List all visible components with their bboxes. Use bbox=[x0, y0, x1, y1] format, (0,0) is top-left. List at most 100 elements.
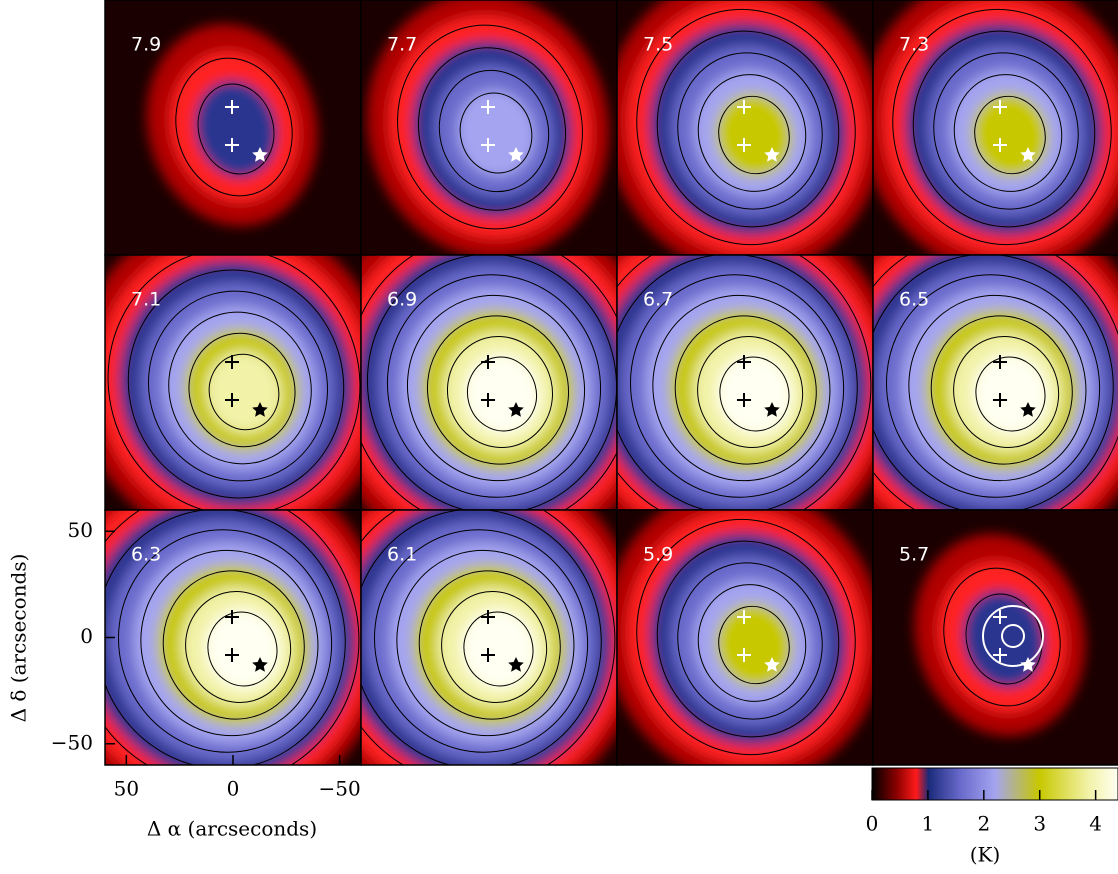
contour bbox=[892, 8, 1112, 246]
contour bbox=[185, 590, 292, 704]
emission bbox=[873, 255, 1118, 510]
y-tick-label: −50 bbox=[51, 730, 93, 754]
contour bbox=[446, 335, 554, 449]
panel: 6.3 bbox=[104, 509, 362, 766]
contour bbox=[107, 255, 361, 510]
cross-marker bbox=[481, 355, 495, 369]
star-marker bbox=[252, 402, 268, 417]
contour bbox=[677, 52, 823, 210]
star-marker bbox=[764, 147, 780, 162]
panel-image bbox=[873, 510, 1118, 765]
contour bbox=[162, 570, 305, 720]
cross-marker bbox=[737, 100, 751, 114]
cross-marker bbox=[481, 100, 495, 114]
level bbox=[464, 353, 540, 435]
cross-marker bbox=[737, 138, 751, 152]
x-tick-label: 50 bbox=[114, 777, 139, 801]
panel: 5.7 bbox=[872, 509, 1118, 766]
contour bbox=[886, 274, 1101, 498]
contour bbox=[140, 549, 319, 737]
contour bbox=[943, 567, 1061, 707]
star-marker bbox=[252, 147, 268, 162]
velocity-label: 7.3 bbox=[899, 34, 929, 56]
velocity-label: 5.7 bbox=[899, 544, 929, 566]
contour bbox=[636, 8, 856, 246]
emission bbox=[367, 0, 609, 255]
cross-marker bbox=[225, 648, 239, 662]
contour bbox=[930, 315, 1073, 465]
panel: 5.9 bbox=[616, 509, 874, 766]
colorbar-label: (K) bbox=[970, 843, 1001, 867]
panel: 6.7 bbox=[616, 254, 874, 511]
velocity-label: 7.1 bbox=[131, 289, 161, 311]
cross-marker bbox=[225, 610, 239, 624]
contour bbox=[459, 92, 533, 174]
panel-image bbox=[105, 510, 361, 765]
panel-image bbox=[617, 0, 873, 255]
velocity-label: 7.7 bbox=[387, 34, 417, 56]
emission bbox=[617, 0, 873, 255]
contour bbox=[697, 584, 807, 702]
cross-marker bbox=[481, 610, 495, 624]
colorbar-tick-label: 4 bbox=[1089, 812, 1102, 836]
cross-marker bbox=[737, 610, 751, 624]
cross-marker bbox=[737, 355, 751, 369]
cross-marker bbox=[225, 355, 239, 369]
contour bbox=[426, 315, 570, 465]
emission bbox=[146, 24, 318, 226]
panel-image bbox=[361, 0, 617, 255]
velocity-label: 6.7 bbox=[643, 289, 673, 311]
cross-marker bbox=[481, 648, 495, 662]
contour bbox=[406, 294, 586, 482]
panel: 7.5 bbox=[616, 0, 874, 256]
contour bbox=[118, 529, 333, 753]
cross-marker bbox=[481, 138, 495, 152]
contour bbox=[175, 57, 293, 197]
contour bbox=[652, 294, 831, 482]
x-tick-label: −50 bbox=[319, 777, 361, 801]
contour bbox=[397, 24, 583, 230]
cross-marker bbox=[993, 138, 1007, 152]
panel-image bbox=[873, 255, 1118, 510]
cross-marker bbox=[993, 610, 1007, 624]
cross-marker bbox=[225, 138, 239, 152]
contour bbox=[361, 510, 616, 765]
contour bbox=[718, 605, 790, 685]
panel-image bbox=[361, 510, 617, 765]
contour bbox=[188, 332, 296, 448]
emission bbox=[105, 510, 361, 765]
velocity-label: 6.3 bbox=[131, 544, 161, 566]
star-marker bbox=[508, 657, 524, 672]
cross-marker bbox=[737, 393, 751, 407]
colorbar-tick-label: 0 bbox=[866, 812, 879, 836]
velocity-label: 6.5 bbox=[899, 289, 929, 311]
contour bbox=[374, 529, 589, 753]
contour bbox=[127, 269, 345, 499]
panel: 6.9 bbox=[360, 254, 618, 511]
panel: 6.1 bbox=[360, 509, 618, 766]
emission bbox=[617, 510, 873, 765]
cross-marker bbox=[225, 393, 239, 407]
contour bbox=[417, 47, 567, 211]
x-tick-label: 0 bbox=[227, 777, 240, 801]
contour bbox=[208, 353, 280, 431]
star-marker bbox=[508, 402, 524, 417]
cross-marker bbox=[993, 100, 1007, 114]
contour bbox=[617, 255, 872, 510]
contour bbox=[953, 335, 1060, 449]
panel-image bbox=[105, 255, 361, 510]
contour bbox=[466, 356, 538, 432]
colorbar-tick-label: 1 bbox=[922, 812, 935, 836]
panel-image bbox=[105, 0, 361, 255]
velocity-label: 6.9 bbox=[387, 289, 417, 311]
beam-outer bbox=[982, 605, 1044, 667]
panel: 7.7 bbox=[360, 0, 618, 256]
panel: 7.1 bbox=[104, 254, 362, 511]
contour bbox=[697, 74, 807, 192]
contour bbox=[912, 30, 1096, 228]
contour bbox=[105, 510, 360, 765]
contour bbox=[933, 52, 1079, 210]
contour bbox=[677, 562, 823, 720]
cross-marker bbox=[993, 355, 1007, 369]
